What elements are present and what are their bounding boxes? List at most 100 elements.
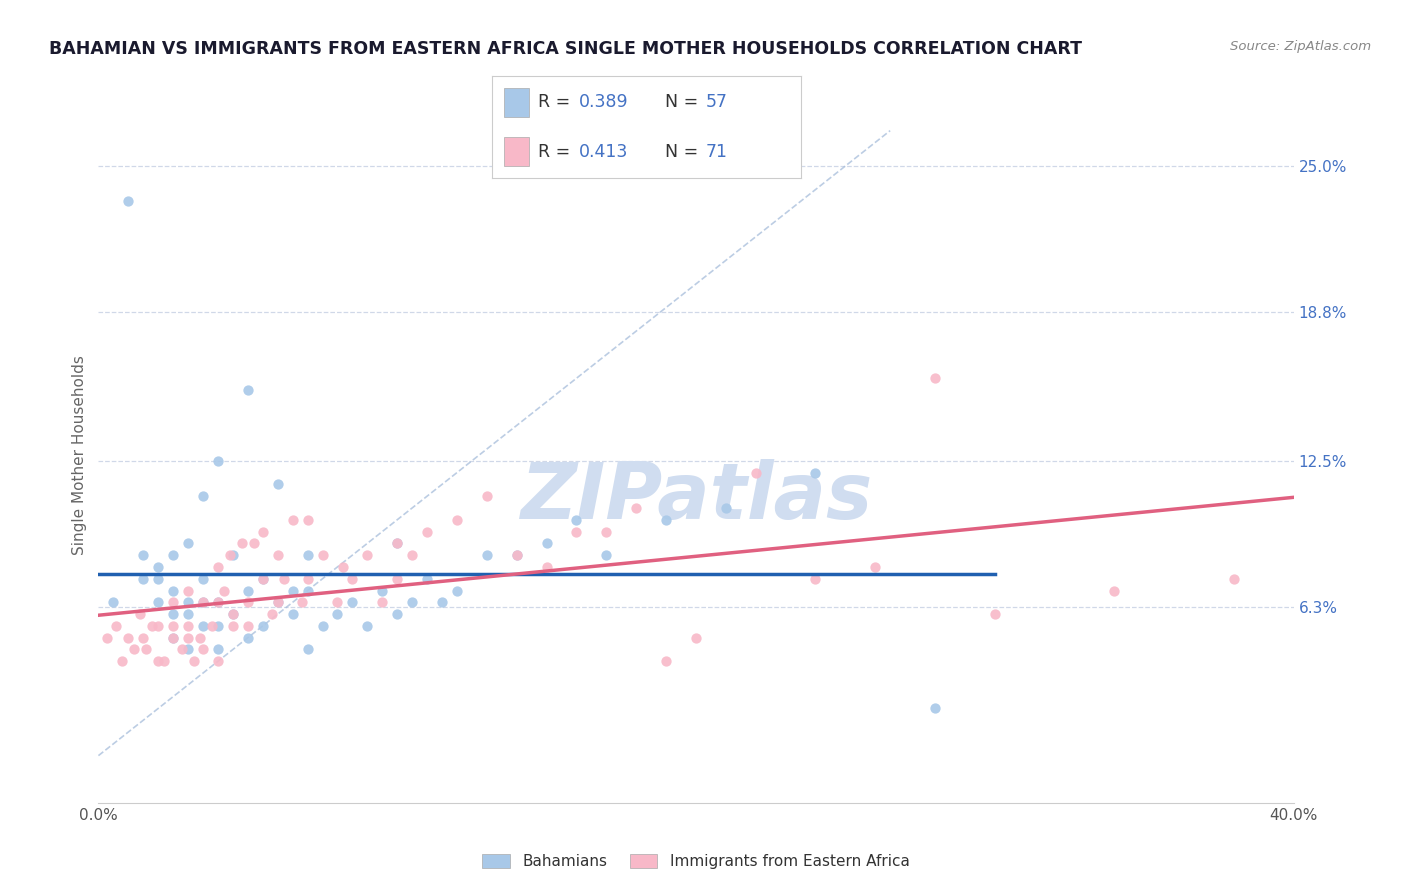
Text: N =: N = — [665, 143, 704, 161]
Point — [129, 607, 152, 621]
Point — [273, 572, 295, 586]
Point — [96, 631, 118, 645]
Point — [162, 631, 184, 645]
Point — [506, 548, 529, 562]
Point — [1104, 583, 1126, 598]
Point — [536, 536, 558, 550]
Point — [148, 654, 170, 668]
Text: Source: ZipAtlas.com: Source: ZipAtlas.com — [1230, 40, 1371, 54]
Point — [188, 631, 211, 645]
Point — [222, 619, 245, 633]
Point — [105, 619, 128, 633]
Point — [191, 619, 214, 633]
Text: N =: N = — [665, 94, 704, 112]
Point — [132, 572, 155, 586]
Text: 57: 57 — [706, 94, 727, 112]
Point — [103, 595, 125, 609]
Point — [222, 607, 245, 621]
Point — [191, 595, 214, 609]
Point — [565, 524, 588, 539]
Text: R =: R = — [538, 94, 576, 112]
Point — [297, 642, 319, 657]
Point — [177, 595, 200, 609]
Point — [207, 595, 229, 609]
Point — [342, 572, 364, 586]
Point — [416, 524, 439, 539]
Point — [311, 619, 333, 633]
Point — [260, 607, 283, 621]
Point — [162, 548, 184, 562]
Point — [326, 595, 349, 609]
Point — [177, 536, 200, 550]
Point — [326, 607, 349, 621]
Point — [924, 701, 946, 715]
Point — [148, 572, 170, 586]
Point — [177, 607, 200, 621]
Point — [267, 477, 290, 491]
Point — [595, 548, 617, 562]
Point — [177, 631, 200, 645]
Point — [281, 607, 304, 621]
Point — [865, 560, 887, 574]
Point — [371, 595, 394, 609]
Point — [536, 560, 558, 574]
Point — [446, 513, 468, 527]
Point — [191, 642, 214, 657]
Point — [153, 654, 176, 668]
Point — [342, 595, 364, 609]
Text: ZIPatlas: ZIPatlas — [520, 458, 872, 534]
Text: 0.389: 0.389 — [579, 94, 628, 112]
Point — [252, 572, 274, 586]
Point — [191, 489, 214, 503]
Point — [222, 607, 245, 621]
Point — [236, 619, 259, 633]
Point — [183, 654, 205, 668]
Point — [222, 548, 245, 562]
Point — [236, 631, 259, 645]
Point — [148, 595, 170, 609]
Point — [207, 619, 229, 633]
Point — [117, 631, 139, 645]
Text: 71: 71 — [706, 143, 727, 161]
Point — [162, 619, 184, 633]
Point — [172, 642, 194, 657]
Point — [804, 572, 827, 586]
Point — [356, 548, 378, 562]
Text: 0.413: 0.413 — [579, 143, 628, 161]
Point — [371, 583, 394, 598]
Point — [385, 572, 409, 586]
Point — [332, 560, 354, 574]
Point — [177, 583, 200, 598]
Point — [201, 619, 224, 633]
Point — [162, 595, 184, 609]
Point — [252, 524, 274, 539]
Point — [162, 583, 184, 598]
Point — [416, 572, 439, 586]
Point — [385, 536, 409, 550]
Point — [475, 548, 498, 562]
Point — [430, 595, 453, 609]
Point — [207, 595, 229, 609]
Point — [281, 513, 304, 527]
Point — [132, 631, 155, 645]
Point — [655, 654, 678, 668]
Point — [291, 595, 314, 609]
Point — [297, 583, 319, 598]
Point — [207, 654, 229, 668]
Point — [267, 548, 290, 562]
Point — [385, 607, 409, 621]
Point — [401, 548, 423, 562]
Point — [297, 548, 319, 562]
Point — [111, 654, 134, 668]
Point — [231, 536, 253, 550]
Point — [141, 619, 163, 633]
Point — [191, 572, 214, 586]
Point — [267, 595, 290, 609]
Point — [252, 572, 274, 586]
Point — [236, 383, 259, 397]
Point — [177, 642, 200, 657]
Point — [475, 489, 498, 503]
Point — [162, 631, 184, 645]
Point — [135, 642, 157, 657]
Point — [297, 572, 319, 586]
